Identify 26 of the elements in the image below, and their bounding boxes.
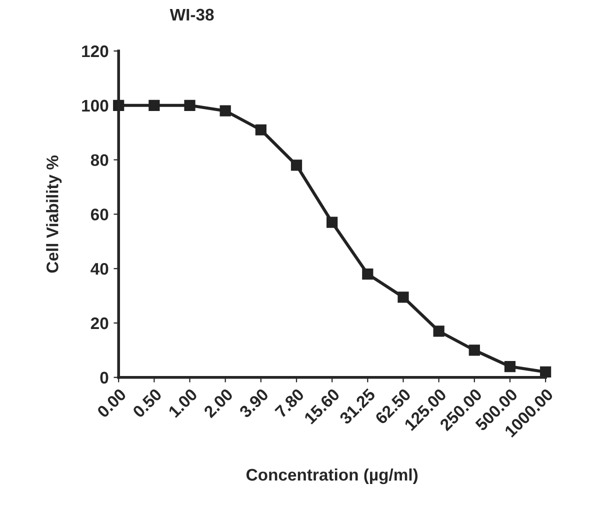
x-tick-label: 0.00 — [96, 388, 127, 418]
point — [433, 326, 444, 337]
chart-title: WI-38 — [170, 8, 214, 21]
point — [540, 366, 552, 378]
point — [504, 360, 516, 372]
y-axis-title: Cell Viability % — [46, 156, 62, 273]
y-tick-label: 120 — [82, 45, 108, 58]
y-tick-label: 60 — [90, 208, 108, 220]
y-tick-label: 20 — [90, 317, 108, 330]
y-tick-label: 80 — [90, 154, 108, 166]
point — [255, 124, 266, 136]
point — [468, 344, 480, 356]
point — [362, 268, 374, 280]
x-tick-label: 3.90 — [238, 388, 270, 418]
point — [326, 216, 338, 228]
point — [398, 292, 409, 303]
point — [220, 105, 231, 116]
x-axis-title: Concentration (µg/ml) — [246, 468, 418, 484]
y-tick-label: 0 — [100, 372, 108, 384]
point — [290, 160, 302, 171]
y-tick-label: 40 — [90, 263, 108, 275]
x-tick-label: 7.80 — [274, 388, 305, 418]
point — [148, 100, 160, 111]
x-tick-label: 0.50 — [132, 388, 162, 418]
point — [184, 100, 196, 111]
y-tick-label: 100 — [82, 100, 108, 112]
